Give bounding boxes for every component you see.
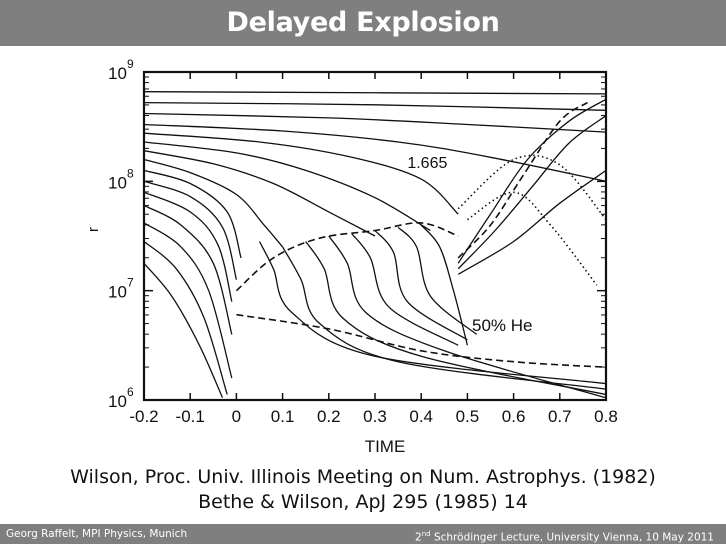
series-line-29 <box>397 226 478 335</box>
series-line-11 <box>143 204 233 335</box>
footer-bar: Georg Raffelt, MPI Physics, Munich 2nd S… <box>0 524 726 544</box>
x-tick-label: 0.8 <box>594 407 618 426</box>
x-tick-label: 0.6 <box>502 407 526 426</box>
y-tick-label: 10 <box>108 173 127 192</box>
footer-author: Georg Raffelt, MPI Physics, Munich <box>6 528 188 540</box>
title-bar <box>0 0 726 46</box>
series-line-26 <box>328 235 607 399</box>
y-tick-exponent: 6 <box>127 385 134 399</box>
series-line-30 <box>420 224 469 346</box>
series-line-18 <box>466 191 598 286</box>
caption-line-1: Wilson, Proc. Univ. Illinois Meeting on … <box>70 466 656 488</box>
series-line-22 <box>457 169 607 275</box>
y-tick-exponent: 9 <box>127 57 134 71</box>
y-tick-exponent: 8 <box>127 166 134 180</box>
caption-line-2: Bethe & Wilson, ApJ 295 (1985) 14 <box>198 491 528 513</box>
series-line-8 <box>143 169 242 259</box>
x-tick-label: 0 <box>232 407 241 426</box>
series-line-24 <box>282 246 607 390</box>
x-tick-label: -0.2 <box>129 407 158 426</box>
x-tick-label: 0.2 <box>317 407 341 426</box>
y-tick-label: 10 <box>108 64 127 83</box>
footer-ordinal: 2 <box>415 531 422 544</box>
slide-title: Delayed Explosion <box>226 7 500 38</box>
series-line-10 <box>143 191 233 302</box>
series-line-14 <box>143 262 224 399</box>
x-tick-label: 0.1 <box>271 407 295 426</box>
y-tick-label: 10 <box>108 283 127 302</box>
x-tick-label: 0.4 <box>409 407 433 426</box>
series-line-20 <box>457 115 607 270</box>
series-line-23 <box>258 241 607 385</box>
x-axis-label: TIME <box>365 437 406 456</box>
chart-figure: -0.2 -0.1 0 0.1 0.2 0.3 0.4 0.5 0.6 0.7 0.8 10 6 10 7 1… <box>86 52 646 464</box>
y-tick-exponent: 7 <box>127 276 134 290</box>
annotation-mass-label: 1.665 <box>407 155 447 172</box>
series-line-28 <box>374 230 468 341</box>
series-line-21 <box>457 98 607 264</box>
footer-ordinal-suffix: nd <box>421 530 431 538</box>
series-line-9 <box>143 180 238 280</box>
series-line-0 <box>143 91 607 95</box>
series-line-15 <box>235 222 459 292</box>
series-line-17 <box>457 101 588 259</box>
x-tick-label: 0.5 <box>456 407 480 426</box>
series-line-1 <box>143 101 607 111</box>
series-line-13 <box>143 240 228 395</box>
series-line-12 <box>143 222 233 379</box>
footer-event: 2nd Schrödinger Lecture, University Vien… <box>415 524 714 548</box>
annotation-helium-label: 50% He <box>472 316 532 335</box>
x-tick-label: 0.3 <box>363 407 387 426</box>
x-tick-label: -0.1 <box>176 407 205 426</box>
series-line-25 <box>305 241 607 396</box>
series-line-27 <box>351 233 459 346</box>
chart-svg: -0.2 -0.1 0 0.1 0.2 0.3 0.4 0.5 0.6 0.7 0.810 610 71… <box>86 57 618 456</box>
series-line-7 <box>143 158 284 248</box>
series-line-2 <box>143 112 607 133</box>
caption: Wilson, Proc. Univ. Illinois Meeting on … <box>0 465 726 515</box>
y-axis-label: r <box>86 227 102 232</box>
y-tick-label: 10 <box>108 392 127 411</box>
series-line-5 <box>143 141 431 232</box>
series-line-19 <box>457 154 607 221</box>
series-line-16 <box>236 313 607 368</box>
series-line-4 <box>143 132 459 215</box>
series-line-6 <box>143 150 376 237</box>
x-tick-label: 0.7 <box>548 407 572 426</box>
footer-event-text: Schrödinger Lecture, University Vienna, … <box>430 531 714 544</box>
series-line-3 <box>143 123 607 182</box>
